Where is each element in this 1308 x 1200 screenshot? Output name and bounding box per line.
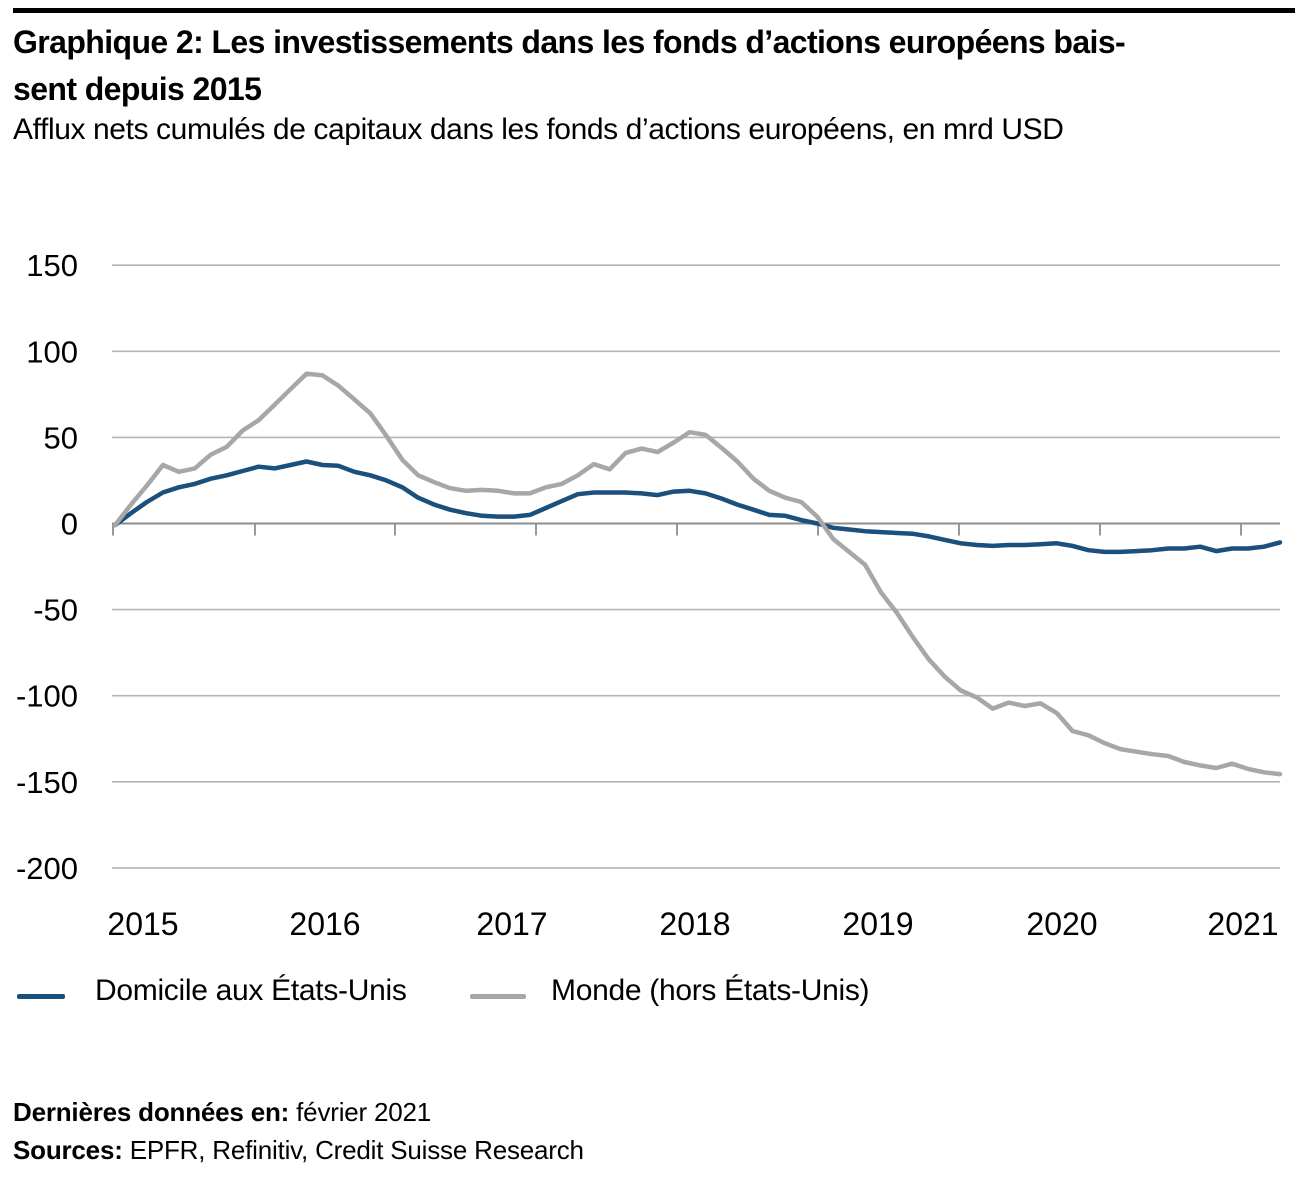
- legend-swatch-world: [470, 994, 526, 999]
- footer-last-data: Dernières données en: février 2021: [13, 1097, 431, 1128]
- footer-last-data-value: février 2021: [296, 1097, 432, 1127]
- y-axis-label: 50: [44, 420, 78, 455]
- x-axis-label: 2020: [1026, 906, 1097, 942]
- y-axis-label: 100: [26, 334, 78, 369]
- footer-last-data-label: Dernières données en:: [13, 1097, 290, 1127]
- y-axis-label: -100: [16, 679, 78, 714]
- chart-subtitle: Afflux nets cumulés de capitaux dans les…: [13, 113, 1064, 146]
- y-axis-label: 150: [26, 248, 78, 283]
- chart-legend: Domicile aux États-Unis Monde (hors État…: [0, 974, 1308, 1016]
- legend-label-world: Monde (hors États-Unis): [551, 974, 870, 1007]
- footer-sources-label: Sources:: [13, 1135, 123, 1165]
- top-divider-rule: [13, 8, 1295, 13]
- x-axis-label: 2017: [476, 906, 547, 942]
- footer-sources-value: EPFR, Refinitiv, Credit Suisse Research: [129, 1135, 584, 1165]
- y-axis-label: 0: [61, 507, 78, 542]
- x-axis-label: 2019: [842, 906, 913, 942]
- legend-swatch-us: [17, 994, 65, 999]
- page-title-line-1: Graphique 2: Les investissements dans le…: [13, 24, 1126, 60]
- series-line-domicile-etats-unis: [112, 459, 1283, 555]
- page-title-line-2: sent depuis 2015: [13, 71, 262, 107]
- x-axis-label: 2016: [289, 906, 360, 942]
- y-axis-label: -200: [16, 851, 78, 886]
- legend-label-us: Domicile aux États-Unis: [95, 974, 407, 1007]
- x-axis-label: 2021: [1207, 906, 1278, 942]
- x-axis-label: 2018: [659, 906, 730, 942]
- line-chart: 150 100 50 0 -50 -100 -150 -200 2015 2016 2017 2018…: [16, 248, 1283, 942]
- y-axis-label: -150: [16, 765, 78, 800]
- series-line-monde-hors-etats-unis: [112, 371, 1283, 777]
- footer-sources: Sources: EPFR, Refinitiv, Credit Suisse …: [13, 1135, 584, 1166]
- x-axis-label: 2015: [107, 906, 178, 942]
- y-axis-label: -50: [33, 593, 78, 628]
